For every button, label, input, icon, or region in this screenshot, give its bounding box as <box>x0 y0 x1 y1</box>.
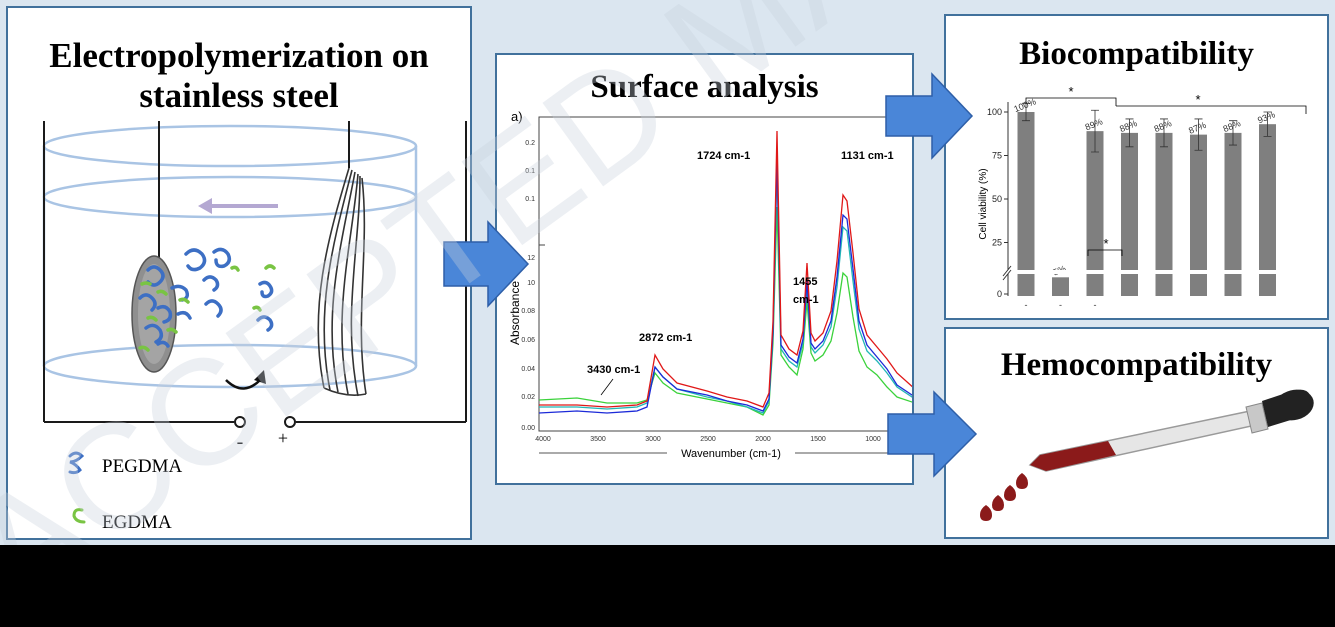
electropolymerization-title: Electropolymerization on stainless steel <box>49 36 429 115</box>
y-tick-label: 25 <box>992 238 1002 248</box>
x-tick: 2000 <box>755 436 771 443</box>
x-tick: 2500 <box>700 436 716 443</box>
y-tick: 12 <box>527 255 535 262</box>
x-tick: 1500 <box>810 436 826 443</box>
spectrum-red <box>539 130 912 408</box>
y-tick: 0.04 <box>521 366 535 373</box>
plot-frame <box>538 116 912 432</box>
significance-star: * <box>1103 236 1108 251</box>
bottom-bar <box>0 545 1335 627</box>
y-tick: 0.02 <box>521 394 535 401</box>
error-bar <box>1229 120 1237 146</box>
surface-analysis-panel: Surface analysis a) Absorbance 0.00 0.02… <box>495 53 914 485</box>
egdma-legend-label: EGDMA <box>102 512 172 533</box>
x-tick-label: - <box>1059 300 1062 310</box>
biocompatibility-panel: Biocompatibility Cell viability (%) 0 25 5… <box>944 14 1329 320</box>
bars: 100%-5%-89%-88%88%87%88%93% <box>1002 96 1312 310</box>
x-axis-label: Wavenumber (cm-1) <box>681 448 781 460</box>
y-axis: 0 25 50 75 100 <box>987 102 1009 299</box>
y-tick: 0.1 <box>525 168 535 175</box>
free-monomers <box>204 247 276 332</box>
peak-1455-label: 1455 <box>793 276 817 288</box>
peak-3430-pointer <box>600 378 614 396</box>
y-tick-label: 50 <box>992 194 1002 204</box>
x-tick: 3500 <box>590 436 606 443</box>
error-bar <box>1194 118 1203 151</box>
bar <box>1190 134 1207 296</box>
peak-2872-label: 2872 cm-1 <box>639 332 692 344</box>
hemocompatibility-title: Hemocompatibility <box>1000 347 1273 383</box>
error-bar <box>1125 118 1134 148</box>
bar <box>1121 132 1138 296</box>
axis-break-mark <box>1002 265 1012 281</box>
spectrum-blue <box>538 156 912 414</box>
positive-terminal-label: + <box>278 428 288 448</box>
error-bar <box>1263 111 1272 137</box>
rotation-arrow <box>225 370 266 390</box>
bar-value-label: 87% <box>1187 120 1207 136</box>
spectra-traces <box>538 130 912 416</box>
peak-1455-unit: cm-1 <box>793 294 819 306</box>
bar-value-label: 88% <box>1118 118 1138 134</box>
pegdma-legend-icon <box>68 451 85 475</box>
y-tick: 0.08 <box>521 308 535 315</box>
bar-value-label: 88% <box>1153 118 1173 134</box>
bar-value-label: 100% <box>1012 96 1037 114</box>
polymer-coating <box>138 248 220 352</box>
x-tick: 4000 <box>535 436 551 443</box>
x-tick: 3000 <box>645 436 661 443</box>
significance-star: * <box>1195 92 1200 107</box>
negative-terminal-label: - <box>237 431 244 453</box>
bar <box>1052 277 1069 296</box>
hemocompatibility-panel: Hemocompatibility <box>944 327 1329 539</box>
y-tick-label: 100 <box>987 107 1002 117</box>
error-bar <box>1160 118 1168 148</box>
surface-analysis-title: Surface analysis <box>590 69 819 105</box>
bar-value-label: 89% <box>1084 116 1104 132</box>
y-axis-label: Cell viability (%) <box>978 168 989 239</box>
peak-1131-label: 1131 cm-1 <box>841 150 894 162</box>
egdma-legend-icon <box>72 508 86 524</box>
spectrum-green <box>538 206 912 416</box>
graphical-abstract: Electropolymerization on stainless steel <box>0 0 1335 545</box>
bar <box>1259 124 1276 297</box>
dropper-icon <box>1028 389 1314 472</box>
y-tick: 0.2 <box>525 140 535 147</box>
pegdma-legend-label: PEGDMA <box>102 456 183 477</box>
y-tick: 0.1 <box>525 196 535 203</box>
direction-arrow <box>198 198 278 214</box>
bar-value-label: 88% <box>1222 118 1242 134</box>
peak-3430-label: 3430 cm-1 <box>587 364 640 376</box>
counter-electrode <box>317 167 367 397</box>
bar-value-label: 93% <box>1256 109 1276 125</box>
bar <box>1086 131 1104 296</box>
plot-label: a) <box>511 109 523 124</box>
y-axis-label: Absorbance <box>508 281 522 345</box>
significance-brackets <box>1025 97 1307 256</box>
bar <box>1017 112 1035 296</box>
y-tick: 10 <box>527 280 535 287</box>
peak-1724-label: 1724 cm-1 <box>697 150 750 162</box>
bar <box>1155 132 1173 296</box>
electropolymerization-panel: Electropolymerization on stainless steel <box>6 6 472 540</box>
bar <box>1224 132 1242 296</box>
error-bar <box>1091 109 1099 153</box>
ftir-spectrum: a) Absorbance 0.00 0.02 0.04 0.06 0.08 1… <box>508 109 912 460</box>
significance-star: * <box>1068 84 1073 99</box>
electrochemical-cell-illustration: - + <box>42 121 467 533</box>
y-tick-label: 75 <box>992 151 1002 161</box>
biocompatibility-title: Biocompatibility <box>1019 36 1254 72</box>
x-tick-label: - <box>1094 300 1097 310</box>
x-tick-label: - <box>1025 300 1028 310</box>
dropper-illustration <box>980 389 1314 521</box>
y-tick-label: 0 <box>997 289 1002 299</box>
blood-drops <box>980 473 1028 521</box>
y-tick: 0.00 <box>521 425 535 432</box>
x-tick: 1000 <box>865 436 881 443</box>
axis-break <box>1002 270 1312 274</box>
y-tick: 0.06 <box>521 337 535 344</box>
